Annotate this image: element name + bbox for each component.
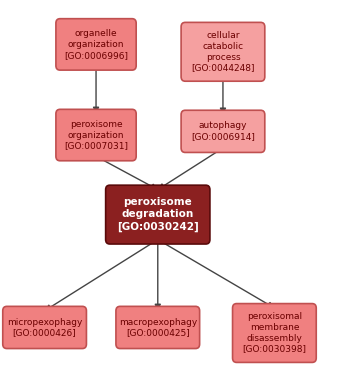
Text: peroxisome
organization
[GO:0007031]: peroxisome organization [GO:0007031]: [64, 120, 128, 150]
Text: autophagy
[GO:0006914]: autophagy [GO:0006914]: [191, 121, 255, 141]
FancyBboxPatch shape: [181, 22, 265, 81]
FancyBboxPatch shape: [56, 109, 136, 161]
FancyBboxPatch shape: [181, 110, 265, 152]
FancyBboxPatch shape: [106, 185, 210, 244]
FancyBboxPatch shape: [233, 303, 316, 363]
Text: micropexophagy
[GO:0000426]: micropexophagy [GO:0000426]: [7, 317, 82, 337]
Text: peroxisomal
membrane
disassembly
[GO:0030398]: peroxisomal membrane disassembly [GO:003…: [243, 312, 306, 354]
FancyBboxPatch shape: [3, 306, 86, 349]
FancyBboxPatch shape: [116, 306, 200, 349]
FancyBboxPatch shape: [56, 18, 136, 70]
Text: cellular
catabolic
process
[GO:0044248]: cellular catabolic process [GO:0044248]: [191, 31, 255, 73]
Text: organelle
organization
[GO:0006996]: organelle organization [GO:0006996]: [64, 29, 128, 60]
Text: macropexophagy
[GO:0000425]: macropexophagy [GO:0000425]: [119, 317, 197, 337]
Text: peroxisome
degradation
[GO:0030242]: peroxisome degradation [GO:0030242]: [117, 198, 199, 232]
